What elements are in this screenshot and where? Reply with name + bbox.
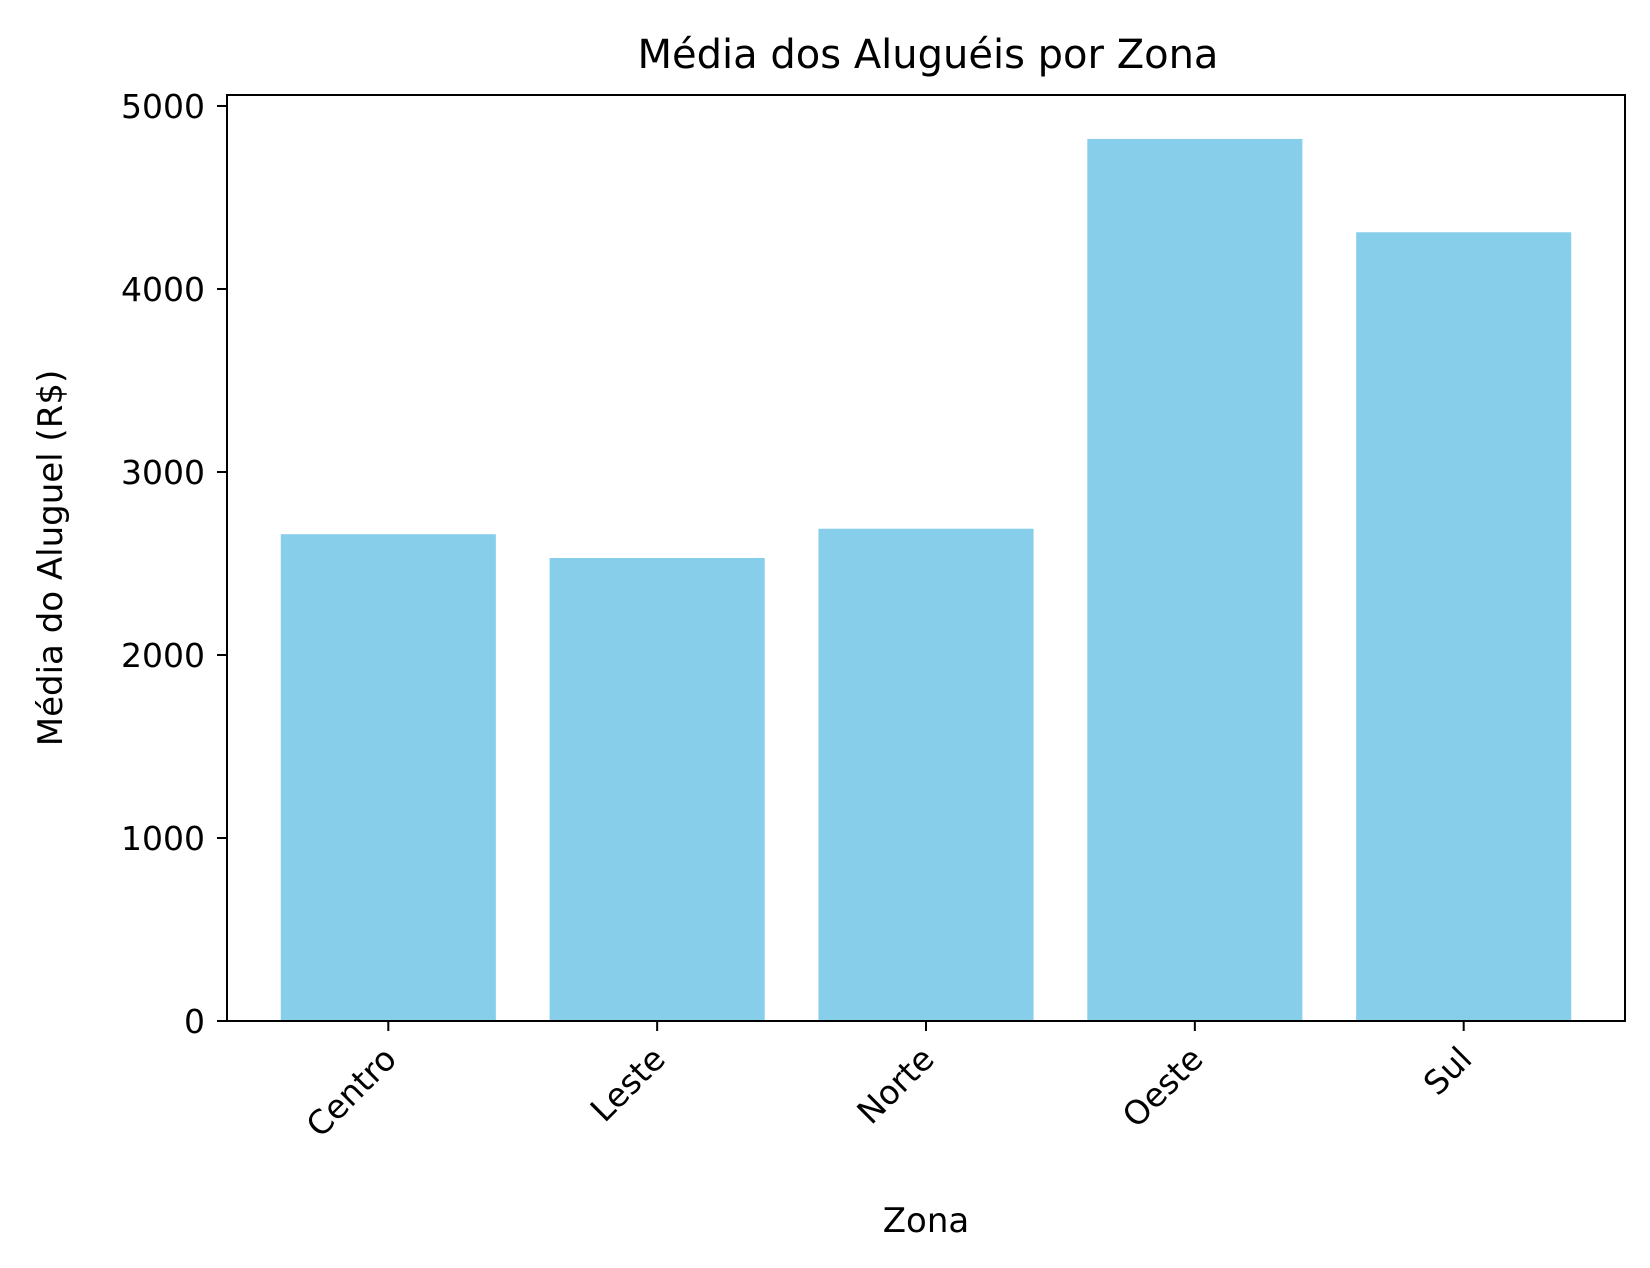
- y-axis: 0 1000 2000 3000 4000 5000: [121, 87, 227, 1041]
- x-axis-label: Zona: [883, 1201, 969, 1241]
- x-tick-label-centro: Centro: [298, 1039, 404, 1145]
- bar-oeste: [1087, 138, 1303, 1021]
- y-tick-label-5000: 5000: [121, 87, 205, 126]
- y-tick-label-4000: 4000: [121, 270, 205, 309]
- y-tick-label-1000: 1000: [121, 819, 205, 858]
- bar-sul: [1356, 232, 1572, 1022]
- bar-centro: [280, 534, 496, 1021]
- x-tick-label-sul: Sul: [1416, 1039, 1480, 1103]
- bar-leste: [549, 558, 765, 1021]
- y-axis-label: Média do Aluguel (R$): [31, 370, 71, 746]
- x-tick-label-oeste: Oeste: [1115, 1039, 1211, 1135]
- y-tick-label-2000: 2000: [121, 636, 205, 675]
- y-tick-label-0: 0: [184, 1002, 205, 1041]
- y-tick-label-3000: 3000: [121, 453, 205, 492]
- bar-norte: [818, 528, 1034, 1021]
- chart-title: Média dos Aluguéis por Zona: [638, 32, 1219, 78]
- bars-layer: [280, 138, 1572, 1022]
- x-axis: Centro Leste Norte Oeste Sul: [298, 1021, 1479, 1145]
- x-tick-label-norte: Norte: [849, 1039, 941, 1131]
- x-tick-label-leste: Leste: [583, 1039, 673, 1129]
